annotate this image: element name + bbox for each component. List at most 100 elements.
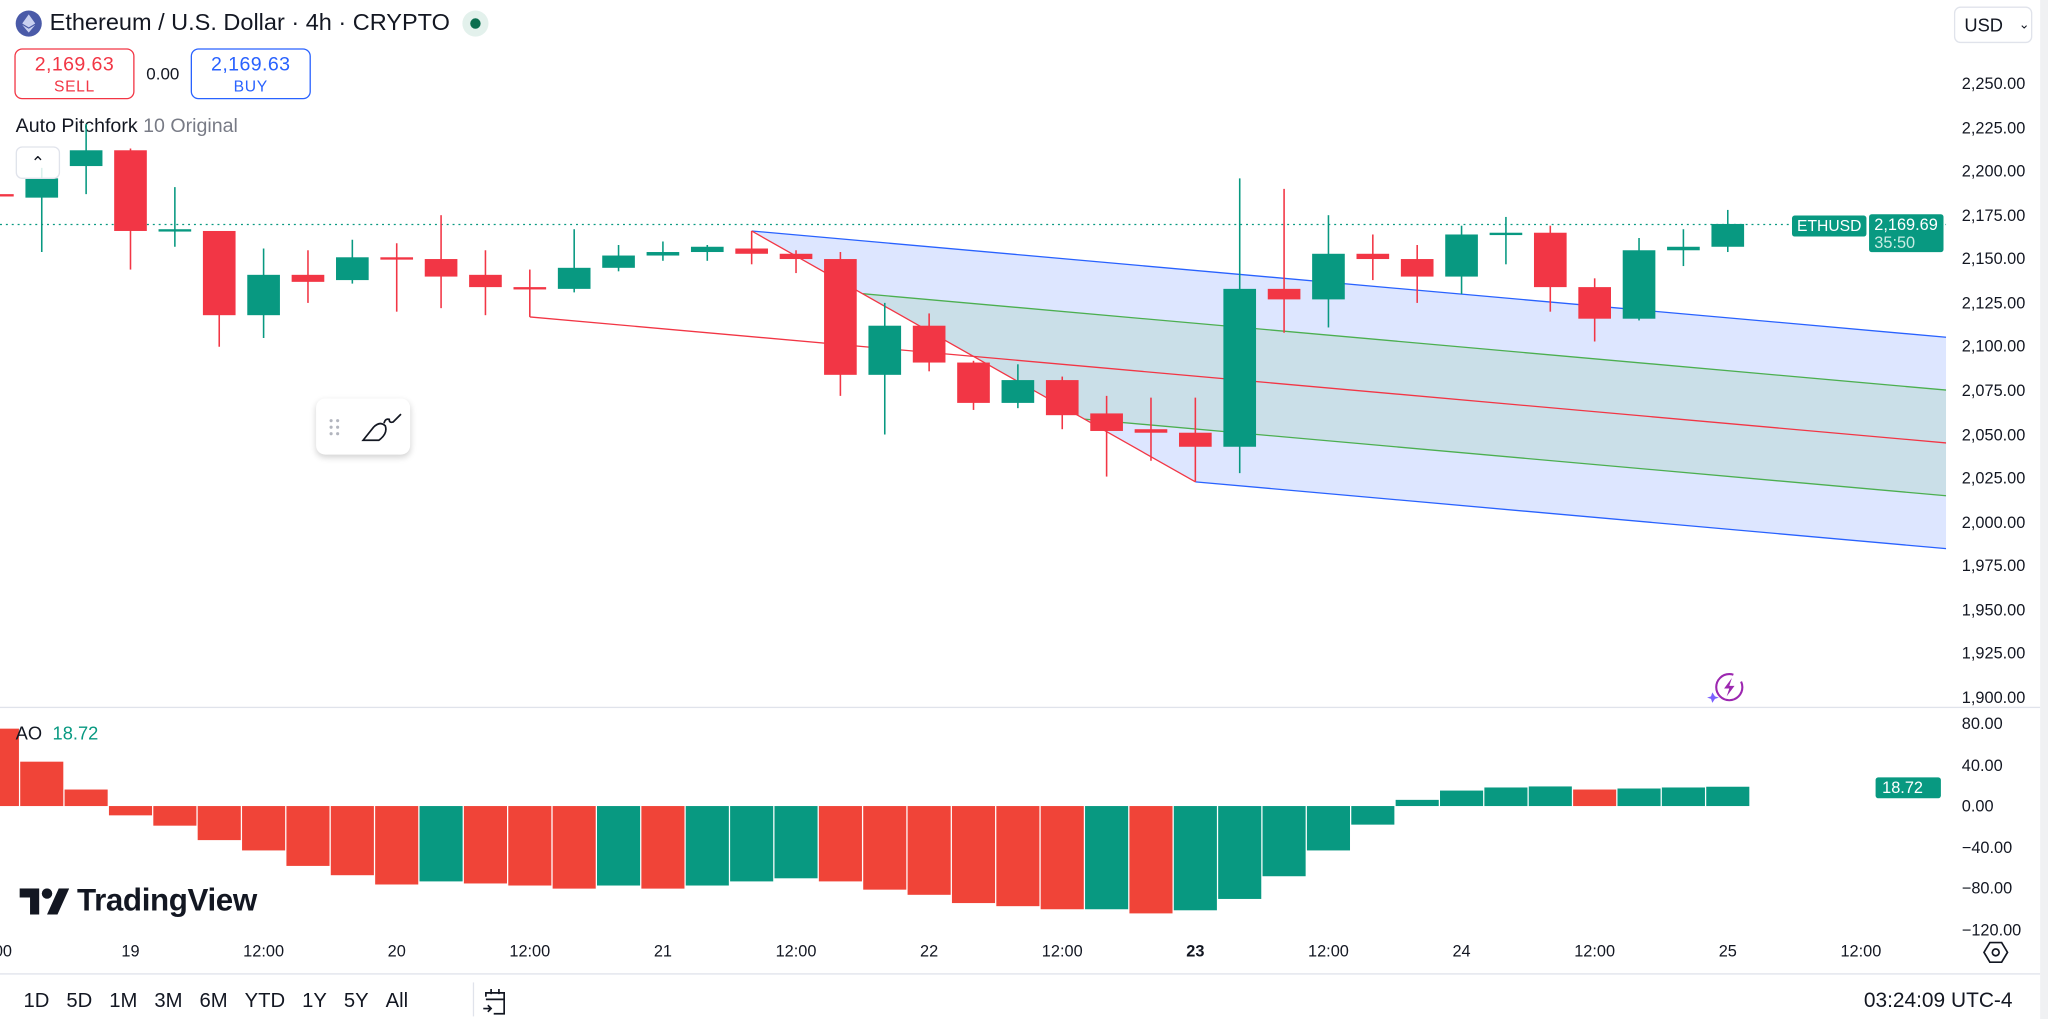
candles — [0, 123, 1745, 482]
ao-bar — [1528, 786, 1572, 807]
ao-legend[interactable]: AO 18.72 — [16, 722, 99, 743]
time-axis-label: 12:00 — [243, 941, 285, 961]
pane-separator[interactable] — [0, 706, 2041, 709]
tradingview-logo[interactable]: TradingView — [19, 883, 257, 920]
candle — [1134, 397, 1168, 461]
ao-bar — [463, 806, 507, 884]
range-1d[interactable]: 1D — [23, 990, 50, 1013]
go-to-date-calendar-icon[interactable] — [479, 986, 510, 1024]
price-chart[interactable] — [0, 0, 1947, 973]
brush-icon[interactable] — [358, 408, 405, 445]
candle — [69, 123, 103, 195]
time-axis-label: 12:00 — [1041, 941, 1083, 961]
ao-bar — [1706, 786, 1750, 807]
range-1y[interactable]: 1Y — [302, 990, 327, 1013]
candle-body — [602, 255, 635, 268]
ao-bar — [996, 806, 1040, 907]
range-ytd[interactable]: YTD — [244, 990, 286, 1013]
sell-button[interactable]: 2,169.63 SELL — [14, 48, 135, 100]
range-3m[interactable]: 3M — [154, 990, 183, 1013]
range-6m[interactable]: 6M — [199, 990, 228, 1013]
candle — [1090, 395, 1123, 477]
lightning-assistant-icon[interactable] — [1704, 671, 1748, 711]
floating-drawing-toolbar[interactable] — [316, 398, 411, 455]
range-5d[interactable]: 5D — [66, 990, 93, 1013]
candle — [291, 250, 325, 303]
time-axis-label: 24 — [1452, 941, 1471, 961]
ao-bar — [286, 806, 330, 866]
ao-bar — [1617, 788, 1661, 807]
drag-handle-icon[interactable] — [329, 417, 340, 435]
time-axis-label: 25 — [1718, 941, 1737, 961]
time-axis-label: 00 — [0, 941, 12, 961]
range-5y[interactable]: 5Y — [343, 990, 369, 1013]
buy-button[interactable]: 2,169.63 BUY — [190, 48, 311, 100]
candle-body — [1267, 288, 1301, 300]
candle — [602, 245, 635, 272]
price-axis-label: 1,925.00 — [1961, 644, 2026, 663]
bar-countdown: 35:50 — [1874, 233, 1916, 253]
candle-body — [25, 178, 59, 198]
candle-body — [1400, 259, 1434, 277]
buy-label: BUY — [233, 77, 268, 96]
market-open-status-icon[interactable] — [462, 9, 490, 36]
time-axis-label: 12:00 — [1308, 941, 1349, 961]
candle-body — [513, 287, 547, 290]
right-scrollbar[interactable] — [2040, 0, 2048, 1019]
ao-bar — [1173, 806, 1217, 911]
symbol-title-text: Ethereum / U.S. Dollar · 4h · CRYPTO — [49, 9, 450, 36]
candle-body — [868, 325, 902, 375]
candle — [1179, 397, 1212, 482]
candle-body — [424, 259, 458, 277]
candle — [1711, 209, 1745, 253]
clock-timezone[interactable]: 03:24:09 UTC-4 — [1863, 990, 2013, 1013]
range-1m[interactable]: 1M — [109, 990, 138, 1013]
currency-select[interactable]: USD ⌄ — [1953, 6, 2033, 44]
ao-name: AO — [15, 722, 43, 744]
buy-price: 2,169.63 — [211, 53, 291, 76]
ao-legend-value: 18.72 — [52, 722, 99, 744]
sell-price: 2,169.63 — [34, 53, 115, 76]
candle-body — [957, 362, 990, 403]
ethereum-logo-icon — [15, 9, 42, 36]
candle — [114, 148, 147, 270]
pitchfork-lower-tine — [1195, 481, 1947, 550]
candle — [336, 239, 369, 284]
collapse-legend-button[interactable]: ⌃ — [15, 146, 61, 179]
candle — [1489, 216, 1523, 265]
price-axis-label: 2,000.00 — [1961, 513, 2026, 532]
price-axis-label: 1,950.00 — [1961, 600, 2026, 620]
candle-body — [336, 257, 369, 281]
indicator-legend[interactable]: Auto Pitchfork 10 Original — [16, 115, 238, 137]
chart-settings-gear-icon[interactable] — [1983, 939, 2009, 972]
ao-bar — [0, 728, 19, 807]
candle-body — [380, 257, 414, 260]
candle — [469, 250, 502, 316]
symbol-title[interactable]: Ethereum / U.S. Dollar · 4h · CRYPTO — [15, 9, 490, 36]
ao-bar — [685, 806, 729, 886]
ao-bar — [1306, 806, 1351, 851]
candle-body — [114, 150, 147, 231]
candle-body — [1622, 250, 1656, 319]
candle — [1267, 188, 1301, 333]
ao-bar — [818, 806, 862, 882]
indicator-params: 10 Original — [143, 114, 238, 138]
ao-bar — [242, 806, 286, 851]
candle-body — [1312, 253, 1345, 300]
currency-value: USD — [1964, 14, 2004, 36]
ao-bar — [951, 806, 996, 904]
last-price-marker: 2,169.69 35:50 — [1869, 214, 1944, 253]
ao-bar — [1661, 787, 1705, 807]
pitchfork-upper-inner-line — [862, 293, 1947, 391]
candle — [1578, 278, 1611, 342]
candle — [1445, 225, 1478, 295]
ao-bar — [1395, 799, 1439, 807]
ao-axis-label: 0.00 — [1961, 797, 1994, 816]
candle — [1001, 364, 1035, 409]
range-all[interactable]: All — [385, 990, 409, 1013]
ao-bar — [1085, 806, 1129, 910]
ao-bar — [197, 806, 241, 841]
time-axis-label: 12:00 — [509, 941, 551, 961]
price-axis-label: 2,075.00 — [1961, 381, 2026, 400]
time-axis-separator — [0, 973, 2041, 975]
